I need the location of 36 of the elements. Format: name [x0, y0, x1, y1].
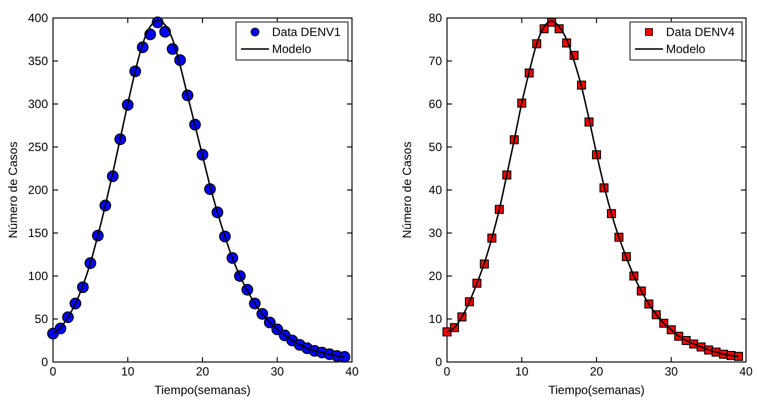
y-tick-label: 40 — [428, 182, 442, 197]
legend-label: Modelo — [272, 42, 312, 56]
legend-label: Data DENV4 — [666, 25, 736, 39]
x-tick-label: 20 — [196, 364, 210, 379]
y-axis-title: Número de Casos — [6, 142, 20, 238]
y-tick-label: 0 — [41, 354, 48, 369]
y-tick-label: 200 — [28, 182, 48, 197]
y-tick-label: 20 — [428, 268, 442, 283]
x-tick-label: 30 — [664, 364, 678, 379]
x-tick-label: 20 — [590, 364, 604, 379]
x-axis-title: Tiempo(semanas) — [154, 383, 251, 397]
point — [734, 352, 744, 361]
y-tick-label: 70 — [428, 54, 442, 68]
y-tick-label: 0 — [435, 354, 442, 369]
y-tick-label: 300 — [28, 96, 48, 111]
x-axis-title: Tiempo(semanas) — [548, 383, 645, 397]
y-tick-label: 100 — [28, 268, 48, 283]
legend-label: Modelo — [666, 42, 706, 56]
x-tick-label: 40 — [345, 364, 359, 379]
y-tick-label: 80 — [428, 10, 442, 25]
y-tick-label: 250 — [28, 140, 48, 154]
x-tick-label: 40 — [739, 364, 753, 379]
y-tick-label: 60 — [428, 96, 442, 111]
y-tick-label: 150 — [28, 226, 48, 240]
y-tick-label: 30 — [428, 226, 442, 240]
y-tick-label: 50 — [428, 140, 442, 154]
x-tick-label: 10 — [515, 364, 529, 379]
y-tick-label: 50 — [34, 312, 48, 326]
y-tick-label: 10 — [428, 312, 442, 326]
x-tick-label: 10 — [121, 364, 135, 379]
x-tick-label: 30 — [270, 364, 284, 379]
legend-label: Data DENV1 — [272, 25, 342, 39]
point — [338, 351, 350, 363]
y-tick-label: 400 — [28, 10, 48, 25]
y-axis-title: Número de Casos — [400, 142, 414, 238]
y-tick-label: 350 — [28, 54, 48, 68]
